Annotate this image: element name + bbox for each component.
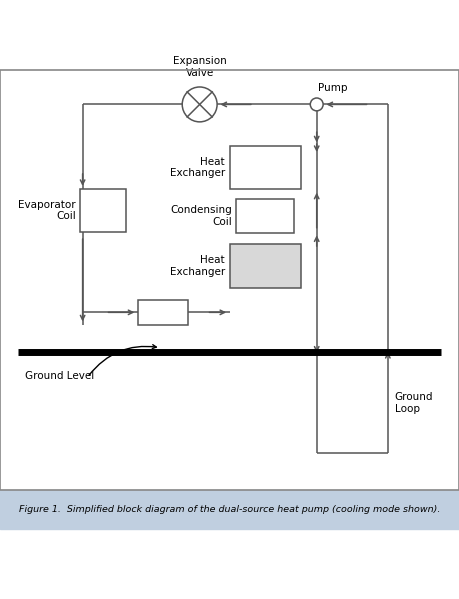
Circle shape bbox=[182, 87, 217, 122]
FancyArrowPatch shape bbox=[89, 344, 157, 376]
Text: Condensing
Coil: Condensing Coil bbox=[170, 205, 232, 226]
Bar bbox=[230, 146, 301, 189]
Text: Evaporator
Coil: Evaporator Coil bbox=[18, 199, 76, 221]
Bar bbox=[230, 244, 301, 288]
Bar bbox=[80, 189, 126, 232]
Bar bbox=[236, 198, 294, 233]
Text: Pump: Pump bbox=[318, 83, 347, 93]
Circle shape bbox=[310, 98, 323, 111]
Bar bbox=[0, 490, 459, 529]
Text: Ground
Loop: Ground Loop bbox=[395, 392, 433, 413]
Text: Heat
Exchanger: Heat Exchanger bbox=[170, 255, 225, 277]
Bar bbox=[138, 300, 188, 325]
Text: Ground Level: Ground Level bbox=[25, 371, 95, 380]
Text: Heat
Exchanger: Heat Exchanger bbox=[170, 157, 225, 179]
Text: Figure 1.  Simplified block diagram of the dual-source heat pump (cooling mode s: Figure 1. Simplified block diagram of th… bbox=[19, 505, 440, 514]
Text: Expansion
Valve: Expansion Valve bbox=[173, 56, 227, 78]
